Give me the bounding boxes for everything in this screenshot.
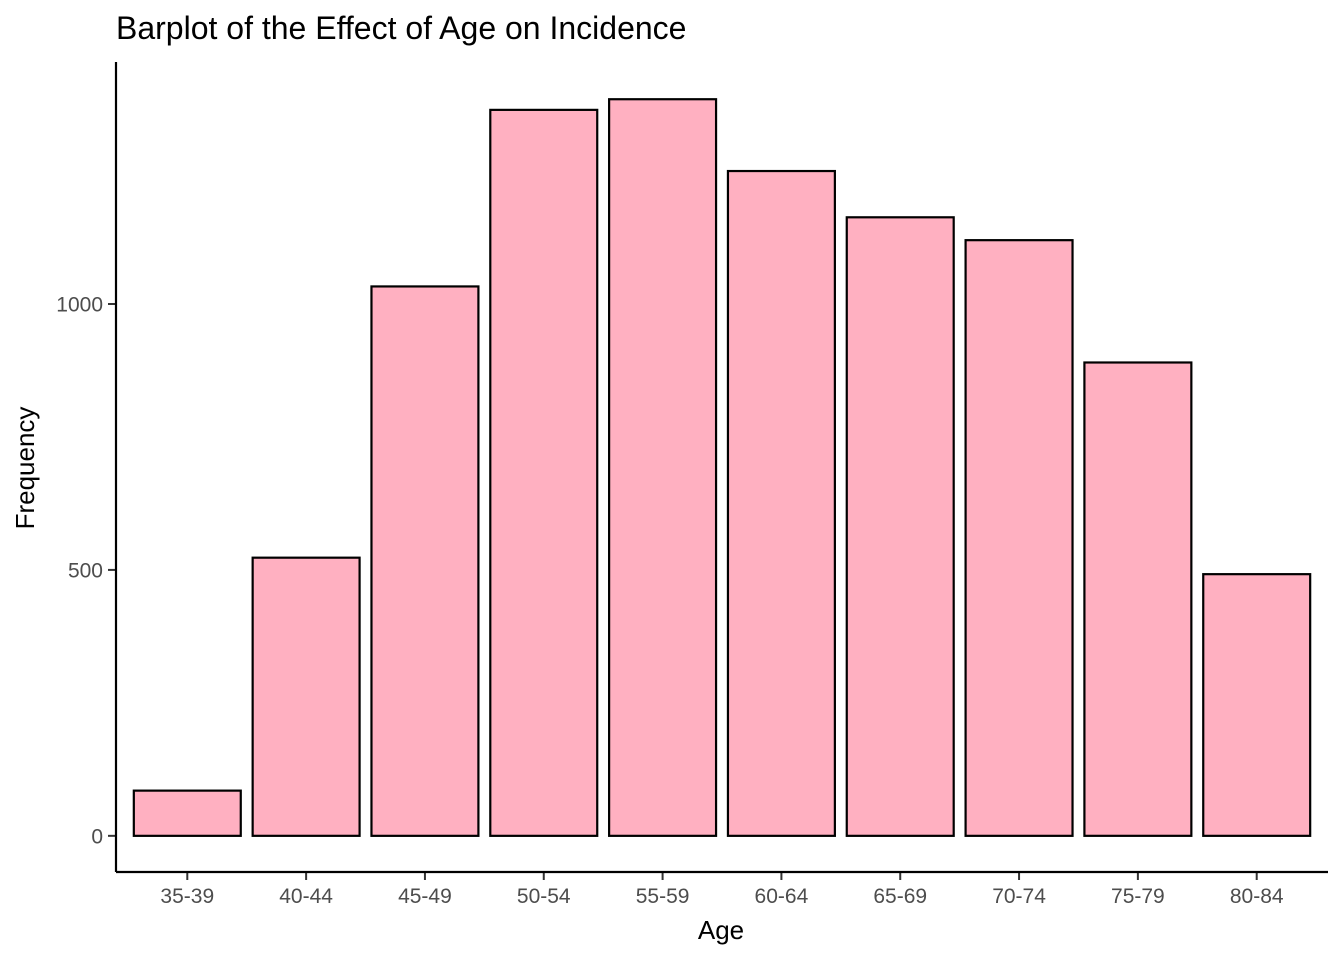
x-tick-label: 70-74: [992, 885, 1046, 908]
y-tick-label: 500: [68, 559, 103, 582]
y-axis-title: Frequency: [10, 407, 40, 530]
x-tick-label: 65-69: [873, 885, 927, 908]
bars-group: [132, 98, 1312, 837]
y-tick-label: 0: [91, 825, 103, 848]
bar-75-79: [1083, 361, 1193, 837]
y-tick-label: 1000: [56, 293, 103, 316]
y-axis-ticks: 0 500 1000: [56, 293, 116, 848]
chart-title: Barplot of the Effect of Age on Incidenc…: [116, 10, 686, 46]
bar-35-39: [132, 789, 242, 837]
x-tick-label: 60-64: [755, 885, 809, 908]
x-tick-label: 35-39: [160, 885, 214, 908]
x-axis-ticks: 35-39 40-44 45-49 50-54 55-59 60-64 65-69 70-74…: [160, 872, 1284, 908]
bar-40-44: [251, 556, 361, 837]
bar-65-69: [845, 216, 955, 837]
bar-45-49: [370, 285, 480, 837]
x-tick-label: 40-44: [279, 885, 333, 908]
x-tick-label: 75-79: [1111, 885, 1165, 908]
bar-80-84: [1202, 573, 1312, 837]
bar-55-59: [608, 98, 718, 837]
x-tick-label: 55-59: [636, 885, 690, 908]
x-tick-label: 45-49: [398, 885, 452, 908]
bar-70-74: [964, 239, 1074, 837]
bar-50-54: [489, 108, 599, 837]
x-tick-label: 50-54: [517, 885, 571, 908]
x-tick-label: 80-84: [1230, 885, 1284, 908]
bar-60-64: [726, 169, 836, 837]
x-axis-title: Age: [698, 915, 744, 945]
